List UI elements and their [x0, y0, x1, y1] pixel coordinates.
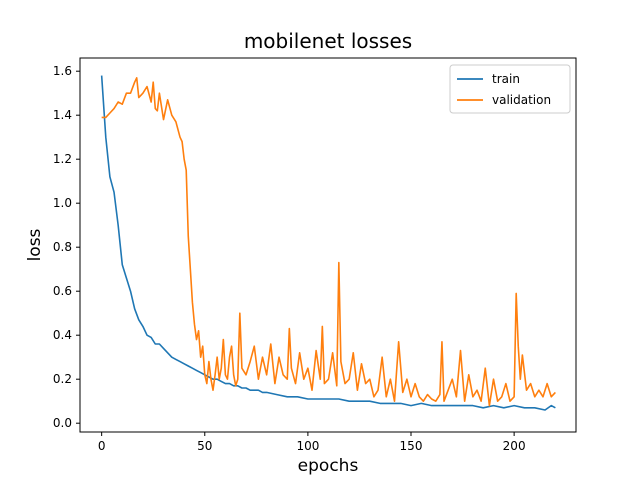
y-tick-label: 0.6 [53, 284, 72, 298]
x-tick-label: 150 [400, 439, 423, 453]
x-tick-label: 50 [197, 439, 212, 453]
y-tick-label: 1.0 [53, 196, 72, 210]
y-tick-label: 0.4 [53, 328, 72, 342]
legend: train validation [449, 64, 571, 114]
y-axis: 0.0 0.2 0.4 0.6 0.8 1.0 1.2 1.4 1.6 [53, 64, 80, 430]
x-axis: 0 50 100 150 200 [98, 432, 526, 453]
series-line-validation [101, 77, 556, 407]
x-tick-label: 200 [503, 439, 526, 453]
y-tick-label: 1.6 [53, 64, 72, 78]
y-tick-label: 0.0 [53, 416, 72, 430]
legend-label-train: train [492, 72, 520, 86]
legend-label-validation: validation [492, 93, 551, 107]
series-line-train [100, 75, 556, 411]
legend-box [449, 64, 571, 114]
chart-title: mobilenet losses [244, 29, 412, 53]
y-tick-label: 0.2 [53, 372, 72, 386]
plot-frame [79, 57, 577, 433]
x-tick-label: 100 [296, 439, 319, 453]
x-tick-label: 0 [98, 439, 106, 453]
x-axis-label: epochs [298, 456, 359, 476]
y-tick-label: 1.2 [53, 152, 72, 166]
y-axis-label: loss [25, 228, 45, 261]
y-tick-label: 0.8 [53, 240, 72, 254]
plot-area [79, 57, 577, 433]
y-tick-label: 1.4 [53, 108, 72, 122]
